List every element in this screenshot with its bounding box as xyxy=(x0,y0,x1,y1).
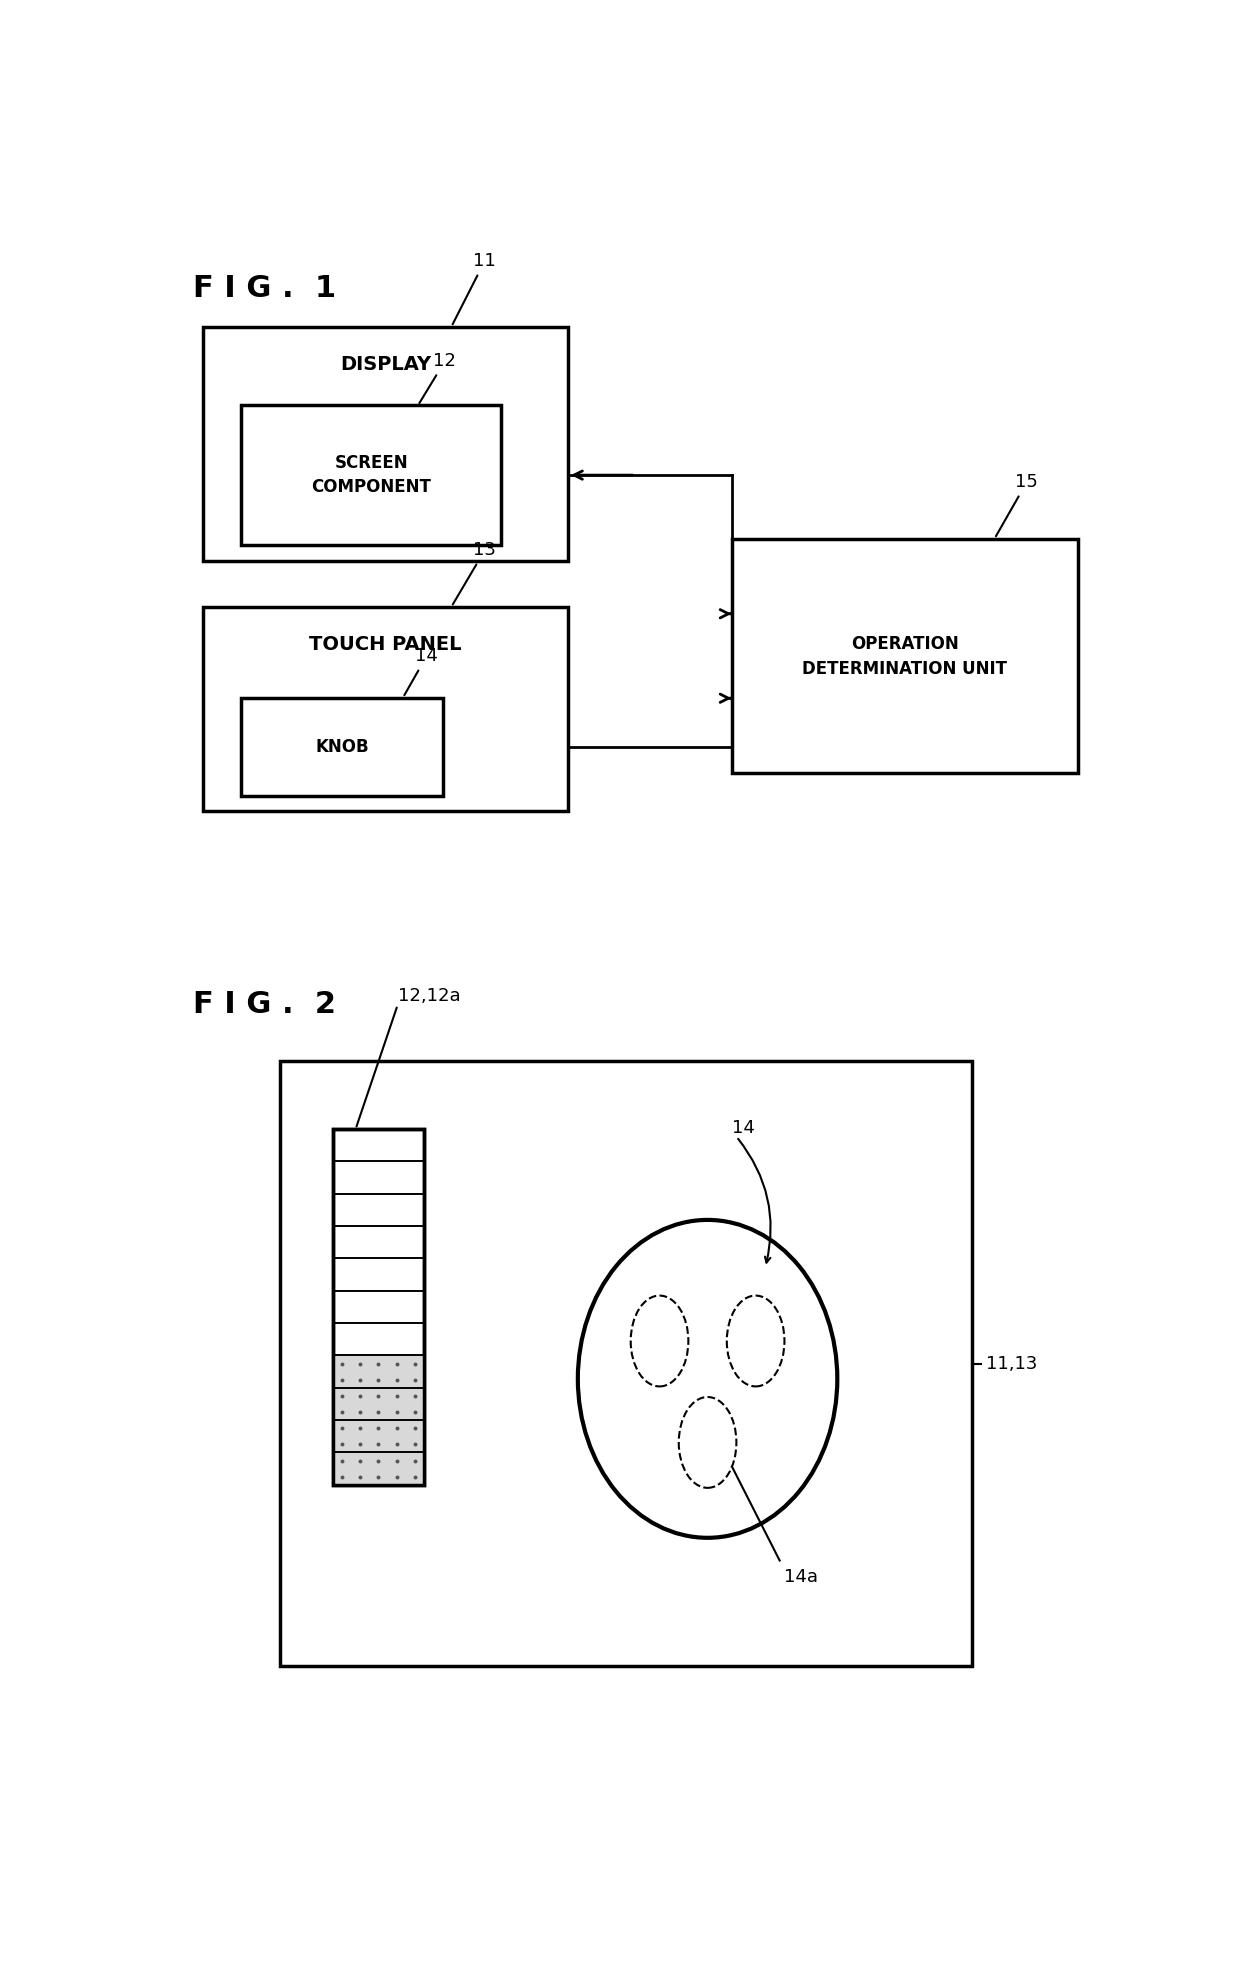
Text: F I G .  2: F I G . 2 xyxy=(193,989,336,1018)
Text: 14a: 14a xyxy=(785,1569,818,1587)
Text: 14: 14 xyxy=(732,1119,754,1136)
Circle shape xyxy=(727,1296,785,1386)
Text: DISPLAY: DISPLAY xyxy=(340,356,432,374)
Text: KNOB: KNOB xyxy=(316,737,370,755)
Circle shape xyxy=(631,1296,688,1386)
Bar xyxy=(203,326,568,562)
Bar xyxy=(332,1419,424,1453)
Text: 13: 13 xyxy=(453,541,496,604)
Text: 15: 15 xyxy=(996,474,1038,537)
Bar xyxy=(332,1355,424,1388)
Bar xyxy=(242,405,501,545)
Bar xyxy=(203,607,568,812)
Bar xyxy=(732,539,1078,773)
Bar xyxy=(332,1453,424,1484)
Text: 12: 12 xyxy=(419,352,456,403)
Bar xyxy=(332,1388,424,1419)
Text: SCREEN
COMPONENT: SCREEN COMPONENT xyxy=(311,454,432,495)
Text: TOUCH PANEL: TOUCH PANEL xyxy=(310,635,461,655)
Text: 12,12a: 12,12a xyxy=(398,987,460,1005)
Bar xyxy=(280,1062,972,1667)
Text: 11: 11 xyxy=(453,252,496,324)
Text: F I G .  1: F I G . 1 xyxy=(193,273,336,303)
Text: 14: 14 xyxy=(404,647,438,696)
Bar xyxy=(242,698,444,796)
Bar xyxy=(332,1128,424,1484)
Text: 11,13: 11,13 xyxy=(986,1355,1038,1372)
Bar xyxy=(332,1128,424,1484)
Ellipse shape xyxy=(578,1219,837,1537)
Circle shape xyxy=(678,1398,737,1488)
Text: OPERATION
DETERMINATION UNIT: OPERATION DETERMINATION UNIT xyxy=(802,635,1007,678)
